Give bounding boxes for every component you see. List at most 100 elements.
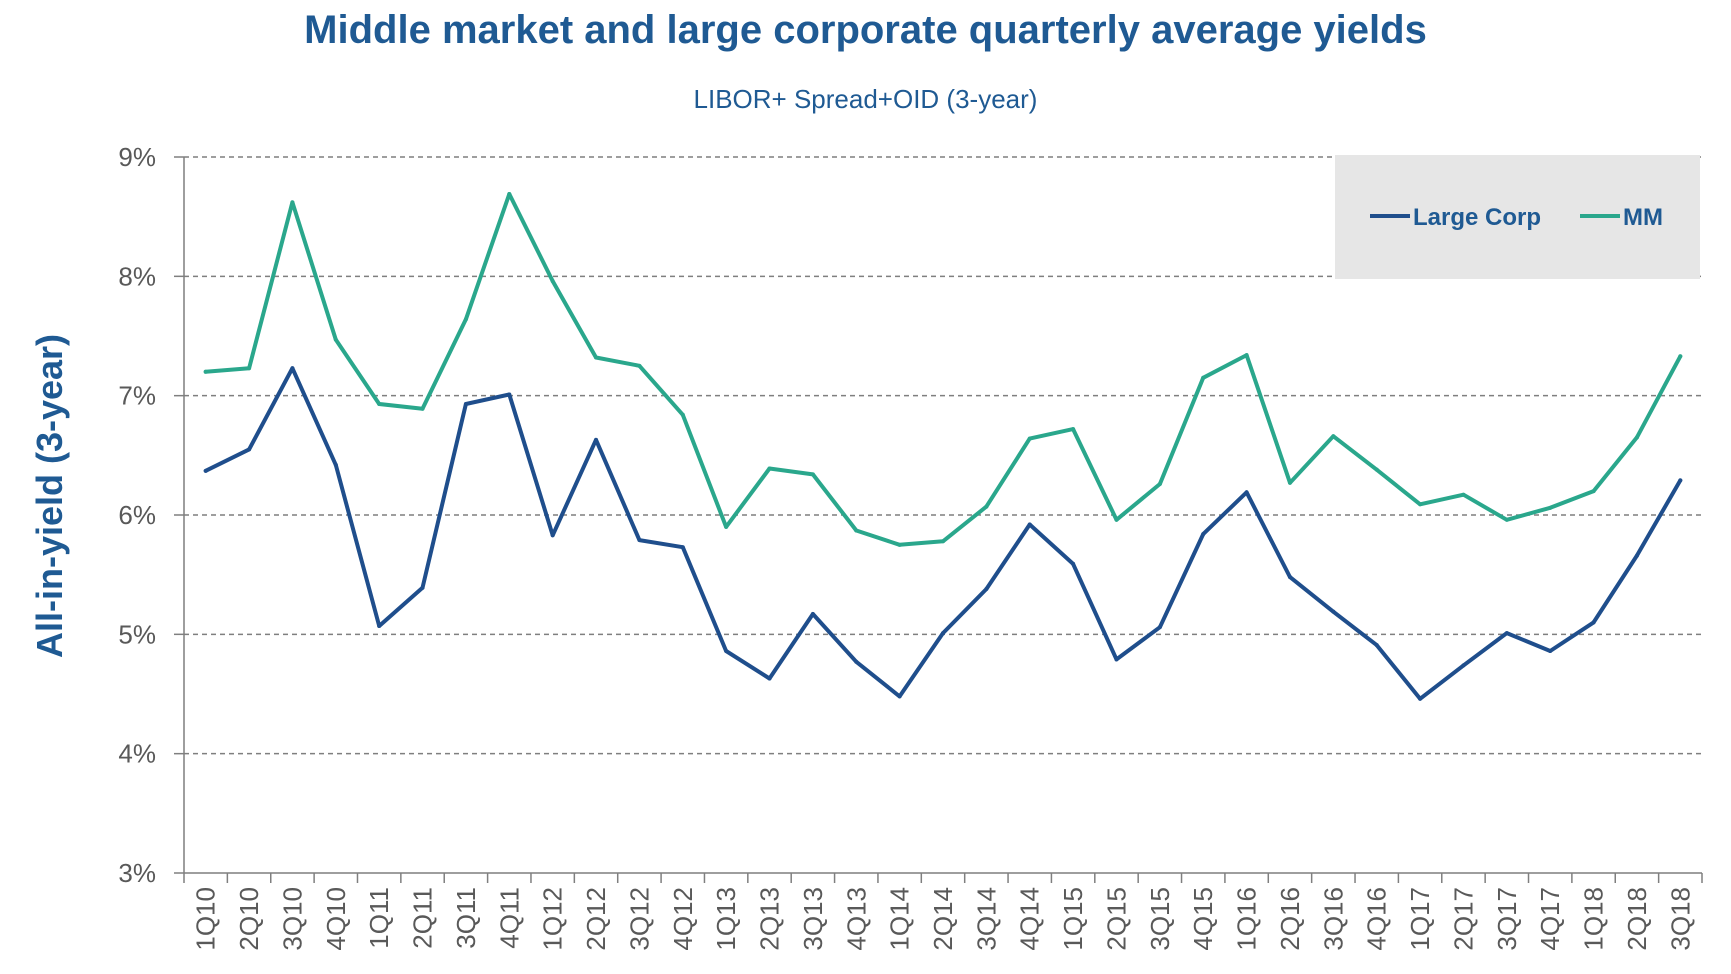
data-point	[203, 468, 208, 473]
data-point	[1157, 625, 1162, 630]
x-tick-label: 3Q12	[624, 887, 654, 951]
data-point	[1201, 532, 1206, 537]
data-point	[984, 586, 989, 591]
data-point	[724, 524, 729, 529]
data-point	[1244, 490, 1249, 495]
x-tick-label: 2Q17	[1448, 887, 1478, 951]
x-tick-label: 1Q16	[1232, 887, 1262, 951]
data-point	[1591, 620, 1596, 625]
data-point	[1591, 489, 1596, 494]
x-tick-label: 2Q12	[581, 887, 611, 951]
data-point	[1114, 517, 1119, 522]
x-tick-label: 4Q14	[1015, 887, 1045, 951]
x-tick-label: 1Q10	[191, 887, 221, 951]
data-point	[810, 612, 815, 617]
x-tick-label: 4Q10	[321, 887, 351, 951]
data-point	[1418, 502, 1423, 507]
x-tick-label: 3Q13	[798, 887, 828, 951]
x-tick-label: 1Q13	[711, 887, 741, 951]
data-point	[1461, 492, 1466, 497]
data-point	[507, 392, 512, 397]
data-point	[1331, 609, 1336, 614]
y-tick-label: 9%	[118, 142, 156, 172]
data-point	[1071, 561, 1076, 566]
x-tick-label: 3Q14	[971, 887, 1001, 951]
data-point	[507, 191, 512, 196]
data-point	[1548, 505, 1553, 510]
data-point	[1157, 481, 1162, 486]
x-tick-label: 4Q11	[494, 887, 524, 949]
data-point	[594, 355, 599, 360]
data-point	[377, 402, 382, 407]
x-tick-label: 4Q17	[1535, 887, 1565, 951]
y-tick-label: 8%	[118, 261, 156, 291]
data-point	[810, 472, 815, 477]
data-point	[897, 542, 902, 547]
x-tick-label: 3Q17	[1492, 887, 1522, 951]
data-point	[420, 585, 425, 590]
x-tick-label: 3Q15	[1145, 887, 1175, 951]
x-tick-label: 2Q16	[1275, 887, 1305, 951]
series-lines	[203, 191, 1683, 701]
x-tick-label: 1Q12	[538, 887, 568, 951]
data-point	[1201, 375, 1206, 380]
data-point	[1418, 696, 1423, 701]
data-point	[637, 538, 642, 543]
data-point	[941, 631, 945, 636]
legend-label-large-corp: Large Corp	[1413, 204, 1541, 231]
x-tick-label: 1Q15	[1058, 887, 1088, 951]
x-tick-label: 4Q16	[1362, 887, 1392, 951]
data-point	[247, 447, 252, 452]
y-tick-label: 5%	[118, 619, 156, 649]
x-tick-label: 4Q15	[1188, 887, 1218, 951]
data-point	[1331, 434, 1336, 439]
x-tick-label: 2Q13	[755, 887, 785, 951]
data-point	[333, 462, 338, 467]
data-point	[854, 659, 859, 664]
data-point	[290, 200, 295, 205]
data-point	[724, 649, 729, 654]
y-tick-label: 7%	[118, 381, 156, 411]
y-tick-label: 6%	[118, 500, 156, 530]
x-tick-label: 1Q18	[1579, 887, 1609, 951]
data-point	[984, 504, 989, 509]
y-tick-labels: 3% 4% 5% 6% 7% 8% 9%	[118, 142, 156, 888]
data-point	[463, 317, 468, 322]
x-tick-label: 2Q11	[408, 887, 438, 949]
x-tick-label: 2Q14	[928, 887, 958, 951]
data-point	[203, 369, 208, 374]
x-tick-label: 4Q12	[668, 887, 698, 951]
y-tick-label: 4%	[118, 739, 156, 769]
data-point	[1461, 663, 1466, 668]
data-point	[1287, 480, 1292, 485]
data-point	[1287, 575, 1292, 580]
x-tick-label: 2Q18	[1622, 887, 1652, 951]
data-point	[767, 466, 772, 471]
data-point	[550, 279, 555, 284]
data-point	[1634, 553, 1639, 558]
data-point	[290, 366, 295, 371]
y-tick-label: 3%	[118, 858, 156, 888]
legend-label-mm: MM	[1623, 204, 1663, 231]
x-tick-label: 1Q17	[1405, 887, 1435, 951]
data-point	[377, 623, 382, 628]
data-point	[1678, 478, 1683, 483]
data-point	[1027, 522, 1032, 527]
data-point	[897, 694, 902, 699]
data-point	[1374, 467, 1379, 472]
data-point	[1504, 517, 1509, 522]
data-point	[1071, 427, 1076, 432]
axes	[174, 156, 1703, 883]
data-point	[854, 528, 859, 533]
data-point	[247, 366, 252, 371]
data-point	[637, 363, 642, 368]
data-point	[767, 676, 772, 681]
x-tick-label: 3Q11	[451, 887, 481, 949]
x-tick-label: 1Q11	[364, 887, 394, 949]
x-tick-label: 2Q15	[1101, 887, 1131, 951]
data-point	[941, 539, 945, 544]
data-point	[1027, 436, 1032, 441]
x-tick-label: 3Q18	[1665, 887, 1695, 951]
data-point	[680, 412, 685, 417]
